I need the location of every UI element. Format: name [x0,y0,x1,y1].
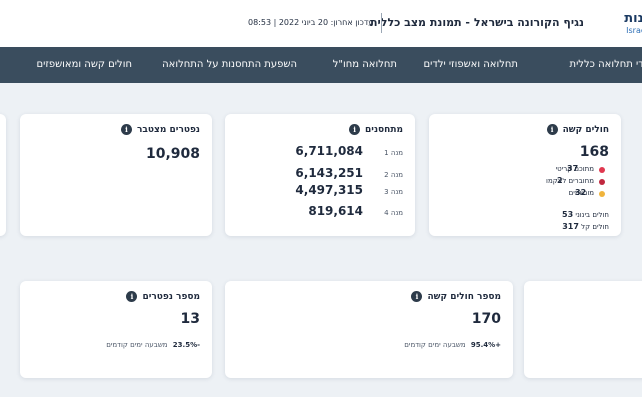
bottom-section [0,397,642,410]
deaths-total-header: נפטרים מצטבר i [121,124,200,135]
title-divider [381,13,382,33]
dose-value: 6,143,251 [295,166,363,180]
dose-row: מנה 3 4,497,315 [233,183,403,199]
info-icon[interactable]: i [546,124,558,135]
mild-value: 317 [562,222,579,231]
page-title: נגיף הקורונה בישראל - תמונת מצב כללית [370,16,584,29]
vaccinated-title: מתחסנים [365,124,403,135]
critical-label: מתוכם קריטי [555,165,594,173]
offscreen-card-left [0,114,6,236]
ecmo-row: מחוברים לאקמו 2 [495,176,605,188]
dose-label: מנה 1 [384,149,403,157]
ecmo-label: מחוברים לאקמו [546,177,594,185]
mild-label: חולים קל [581,223,609,231]
last-update-text: עדכון אחרון: 20 ביוני 2022 | 08:53 [248,18,374,27]
red-dot-icon [599,167,605,173]
dose-value: 819,614 [308,204,363,218]
info-icon[interactable]: i [121,124,132,135]
nav-item-vaccination-effect[interactable]: השפעת התחסנות על התחלואה [162,59,297,70]
dose-row: מנה 4 819,614 [233,204,403,220]
severe-value: 168 [579,144,609,160]
moderate-label: חולים בינוני [575,211,609,219]
vaccinated-card: מתחסנים i מנה 1 6,711,084 מנה 2 6,143,25… [225,114,415,236]
deaths-total-title: נפטרים מצטבר [137,124,200,135]
severe-count-card: מספר חולים קשה i 170 +95.4% משבעה ימים ק… [225,281,513,378]
dose-label: מנה 3 [384,188,403,196]
offscreen-card-right [524,281,642,378]
vaccinated-header: מתחסנים i [349,124,403,135]
critical-value: 37 [567,164,579,173]
severe-count-header: מספר חולים קשה i [411,291,501,302]
info-icon[interactable]: i [349,124,361,135]
deaths-count-header: מספר נפטרים i [126,291,200,302]
ministry-logo[interactable]: ונות Israel [620,12,642,36]
severe-title: חולים קשה [562,124,609,135]
deaths-change-label: משבעה ימים קודמים [106,341,168,349]
severe-trend: +95.4% משבעה ימים קודמים [404,341,501,349]
moderate-value: 53 [562,210,574,219]
critical-row: מתוכם קריטי 37 [495,164,605,176]
top-header: ונות Israel נגיף הקורונה בישראל - תמונת … [0,0,642,47]
nav-item-severe-hospitalized[interactable]: חולים קשה ומאושפזים [36,59,132,70]
deaths-count-value: 13 [180,311,200,327]
ecmo-value: 2 [557,176,563,185]
severe-patients-card: חולים קשה i 168 מתוכם קריטי 37 מחוברים ל… [429,114,621,236]
dose-label: מנה 2 [384,171,403,179]
nav-item-children[interactable]: תחלואה ואשפוזי ילדים [423,59,518,70]
yellow-dot-icon [599,191,605,197]
ventilated-row: מונשמים 32 [495,188,605,200]
deaths-total-value: 10,908 [145,146,200,162]
nav-item-abroad[interactable]: תחלואה מחו"ל [332,59,397,70]
severe-header: חולים קשה i [546,124,609,135]
dose-value: 4,497,315 [295,183,363,197]
moderate-row: חולים בינוני 53 [558,210,609,219]
info-icon[interactable]: i [411,291,423,302]
dose-value: 6,711,084 [295,144,363,158]
logo-english-text: Israel [626,26,642,35]
dose-row: מנה 1 6,711,084 [233,144,403,160]
logo-hebrew-text: ונות [624,12,642,26]
dark-red-dot-icon [599,179,605,185]
mild-row: חולים קל 317 [558,222,609,231]
deaths-change: -23.5% [172,341,200,349]
severe-change: +95.4% [470,341,501,349]
main-nav: מדדי תחלואה כללית תחלואה ואשפוזי ילדים ת… [0,47,642,83]
deaths-count-title: מספר נפטרים [142,291,200,302]
deaths-total-card: נפטרים מצטבר i 10,908 [20,114,212,236]
severe-change-label: משבעה ימים קודמים [404,341,466,349]
deaths-trend: -23.5% משבעה ימים קודמים [106,341,200,349]
info-icon[interactable]: i [126,291,138,302]
severe-count-title: מספר חולים קשה [427,291,501,302]
dose-row: מנה 2 6,143,251 [233,166,403,182]
deaths-count-card: מספר נפטרים i 13 -23.5% משבעה ימים קודמי… [20,281,212,378]
nav-item-general-morbidity[interactable]: מדדי תחלואה כללית [569,59,642,70]
ventilated-value: 32 [575,188,587,197]
ventilated-label: מונשמים [568,189,594,197]
severe-count-value: 170 [471,311,501,327]
dose-label: מנה 4 [384,209,403,217]
